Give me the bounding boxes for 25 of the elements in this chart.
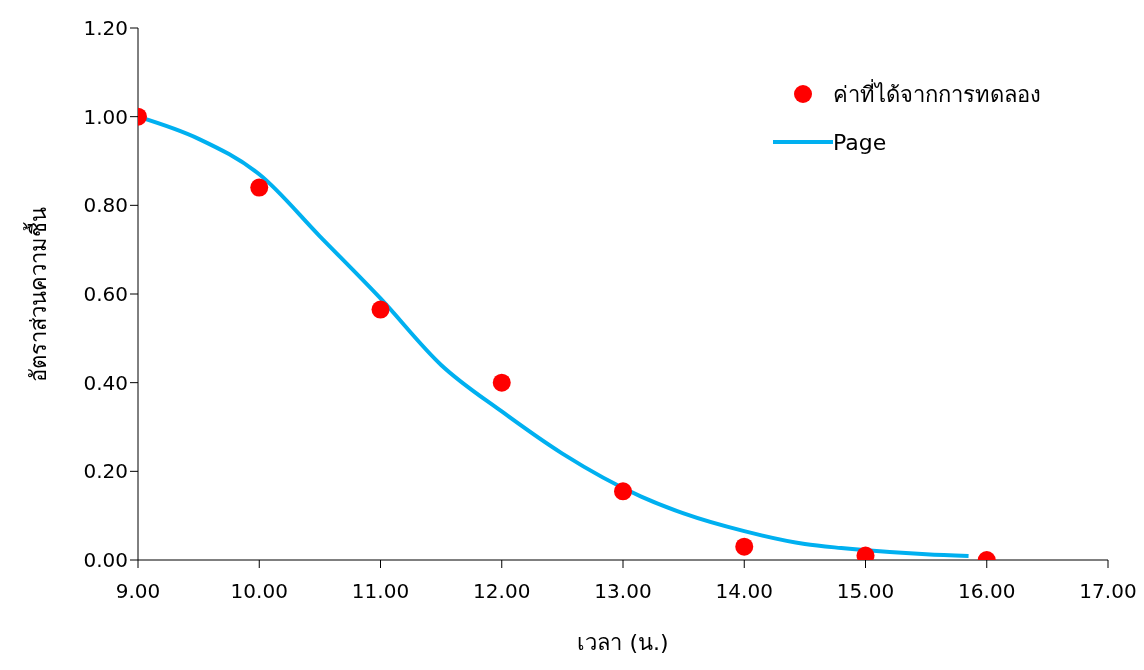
y-tick-label: 1.00 [83, 104, 128, 129]
y-tick-label: 0.20 [83, 459, 128, 484]
y-tick-label: 0.60 [83, 282, 128, 307]
x-tick-label: 13.00 [594, 579, 652, 604]
y-tick-label: 1.20 [83, 16, 128, 41]
x-tick-label: 17.00 [1079, 579, 1137, 604]
x-axis-title: เวลา (น.) [577, 630, 669, 655]
legend-label: Page [833, 129, 887, 155]
point [371, 300, 390, 319]
x-tick-label: 14.00 [715, 579, 773, 604]
point [492, 373, 511, 392]
y-tick-label: 0.80 [83, 193, 128, 218]
legend-label: ค่าที่ได้จากการทดลอง [833, 78, 1041, 109]
y-tick-label: 0.00 [83, 548, 128, 573]
point [250, 178, 269, 197]
x-tick-label: 15.00 [836, 579, 895, 604]
point [735, 537, 754, 556]
point [614, 482, 632, 501]
x-tick-label: 9.00 [115, 579, 161, 604]
x-tick-label: 16.00 [958, 579, 1016, 604]
x-tick-label: 12.00 [473, 579, 531, 604]
y-tick-label: 0.40 [83, 370, 128, 395]
x-tick-label: 11.00 [351, 579, 410, 604]
y-axis-title: อัตราส่วนความชื้น [22, 206, 51, 382]
x-tick-label: 10.00 [230, 579, 288, 604]
